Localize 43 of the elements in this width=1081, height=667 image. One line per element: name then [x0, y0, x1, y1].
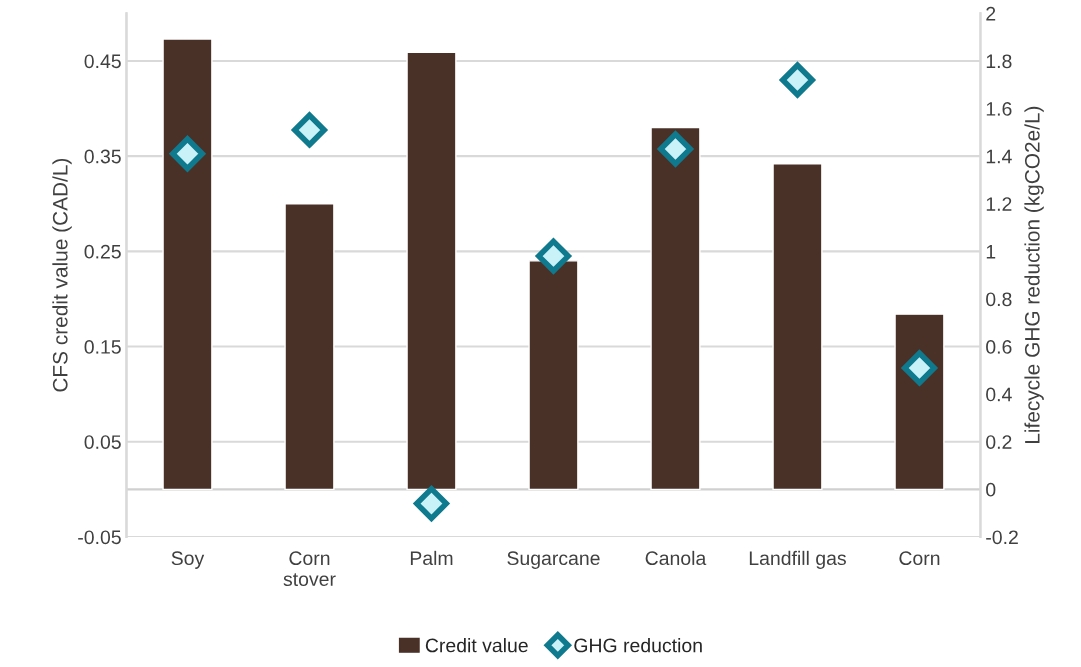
- y-tick-label: -0.05: [78, 530, 121, 545]
- y-tick-label: 0.05: [84, 435, 121, 449]
- x-tick-label: Corn stover: [283, 551, 336, 587]
- bar: [650, 126, 701, 491]
- point: [169, 136, 205, 172]
- point: [535, 238, 571, 274]
- y2-axis-title: Lifecycle GHG reduction (kgCO2e/L): [1024, 106, 1044, 444]
- y2-tick-label: 0: [986, 482, 996, 497]
- bar: [162, 38, 213, 491]
- x-tick-label: Palm: [410, 550, 453, 566]
- bar: [528, 260, 579, 491]
- y2-tick-label: 0.6: [986, 340, 1012, 354]
- y2-tick-label: 0.8: [986, 292, 1012, 307]
- y-tick-label: 0.25: [84, 244, 121, 259]
- bar: [406, 51, 457, 491]
- y2-tick-label: 1.8: [986, 54, 1012, 69]
- point: [901, 350, 937, 386]
- legend-label: GHG reduction: [574, 638, 702, 653]
- bar: [284, 203, 335, 491]
- y2-tick-label: 2: [986, 6, 996, 21]
- legend-label: Credit value: [425, 638, 528, 653]
- y2-tick-label: 1.2: [986, 197, 1012, 211]
- y2-tick-label: 0.2: [986, 435, 1012, 449]
- x-tick-label: Landfill gas: [749, 550, 846, 569]
- y-tick-label: 0.45: [84, 54, 121, 69]
- y2-tick-label: 0.4: [986, 387, 1012, 402]
- bar: [894, 313, 945, 491]
- bar: [772, 163, 823, 491]
- point: [291, 112, 327, 148]
- y-tick-label: 0.15: [84, 340, 121, 354]
- x-tick-label: Soy: [171, 551, 205, 569]
- x-tick-label: Sugarcane: [507, 551, 600, 569]
- point: [657, 131, 693, 167]
- y2-tick-label: 1.4: [986, 149, 1012, 164]
- x-tick-label: Corn: [899, 551, 940, 566]
- x-tick-label: Canola: [645, 550, 707, 566]
- y2-tick-label: -0.2: [986, 530, 1018, 545]
- y2-tick-label: 1.6: [986, 102, 1012, 116]
- y2-tick-label: 1: [986, 245, 996, 259]
- point: [413, 486, 449, 522]
- y-tick-label: 0.35: [84, 149, 121, 164]
- point: [779, 62, 815, 98]
- y-axis-title: CFS credit value (CAD/L): [52, 158, 72, 392]
